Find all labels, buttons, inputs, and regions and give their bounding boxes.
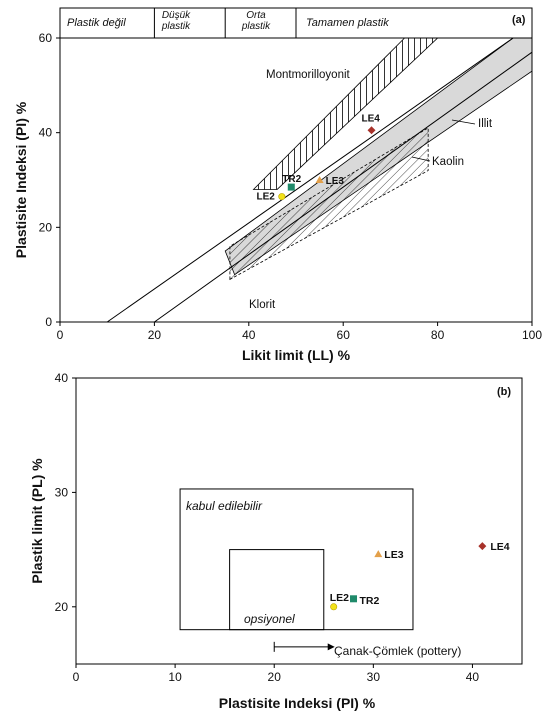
- b-xtick-label-4: 40: [466, 670, 480, 684]
- upper-boundary-line: [106, 37, 514, 323]
- panel-b-axes: 0 10 20 30 40 20 30 40: [55, 371, 480, 684]
- kaolinite-leader: [411, 156, 431, 162]
- box-optional: [229, 549, 325, 631]
- b-point-tr2: [350, 595, 358, 603]
- b-point-label-le4: LE4: [490, 541, 509, 553]
- panel-b-label: (b): [497, 386, 511, 398]
- panel-b-plot-frame: [75, 377, 523, 665]
- a-point-le3: [315, 176, 324, 183]
- b-point-label-le2: LE2: [330, 592, 349, 604]
- zone-tamamen-plastik: Tamamen plastik: [306, 17, 389, 29]
- label-kaolinite: Kaolin: [432, 156, 464, 168]
- a-ytick-label-0: 0: [45, 315, 52, 329]
- a-ytick-label-3: 60: [39, 31, 53, 45]
- pottery-label: Çanak-Çömlek (pottery): [334, 644, 461, 658]
- zone-dusuk: Düşük plastik: [161, 10, 191, 32]
- b-ytick-label-0: 20: [55, 600, 69, 614]
- illite-leader: [451, 119, 476, 125]
- panel-a-ylabel: Plastisite Indeksi (PI) %: [13, 101, 29, 258]
- panel-a-points: LE4 LE3 TR2 LE2: [256, 113, 380, 202]
- a-ytick-label-2: 40: [39, 126, 53, 140]
- panel-b-points: LE4 LE3 TR2 LE2: [330, 541, 510, 611]
- a-point-label-le4: LE4: [362, 113, 381, 124]
- b-ytick-label-2: 40: [55, 371, 69, 385]
- a-xtick-label-2: 40: [242, 328, 256, 342]
- label-illite: Illit: [478, 118, 493, 130]
- panel-b: 0 10 20 30 40 20 30 40 (b) kabul edilebilir ops…: [29, 371, 523, 711]
- panel-b-boxes: [179, 488, 414, 631]
- a-point-label-tr2: TR2: [282, 174, 301, 185]
- panel-a-xlabel: Likit limit (LL) %: [242, 347, 351, 363]
- kaolinite-zone: [229, 127, 429, 281]
- label-chlorite: Klorit: [249, 299, 276, 311]
- a-point-le2: [278, 193, 286, 201]
- a-xtick-label-4: 80: [431, 328, 445, 342]
- a-xtick-label-3: 60: [337, 328, 351, 342]
- a-xtick-label-5: 100: [522, 328, 542, 342]
- panel-a-plot-frame: [59, 37, 533, 323]
- label-montmorillonite: Montmorilloyonit: [266, 69, 351, 81]
- panel-b-xlabel: Plastisite Indeksi (PI) %: [219, 695, 376, 711]
- a-point-label-le3: LE3: [326, 176, 345, 187]
- b-xtick-label-2: 20: [268, 670, 282, 684]
- pottery-arrow: [273, 641, 335, 652]
- a-point-le4: [367, 126, 376, 135]
- lower-boundary-line: [154, 51, 533, 323]
- panel-a: Plastik değil Düşük plastik Orta plastik T…: [13, 7, 542, 363]
- b-point-le4: [478, 542, 487, 551]
- panel-a-label: (a): [512, 14, 526, 26]
- zone-plastik-degil: Plastik değil: [67, 17, 126, 29]
- a-point-tr2: [287, 183, 295, 191]
- a-xtick-label-0: 0: [57, 328, 64, 342]
- zone-dividers: [153, 8, 297, 38]
- b-point-le3: [374, 550, 383, 558]
- box-optional-label: opsiyonel: [244, 612, 295, 626]
- pottery-arrow-head: [327, 643, 335, 651]
- b-point-label-le3: LE3: [384, 549, 403, 561]
- a-xtick-label-1: 20: [148, 328, 162, 342]
- b-point-le2: [330, 603, 338, 611]
- b-xtick-label-1: 10: [168, 670, 182, 684]
- box-acceptable-label: kabul edilebilir: [186, 499, 263, 513]
- a-ytick-label-1: 20: [39, 220, 53, 234]
- panel-a-lines: [106, 37, 533, 323]
- panel-b-ylabel: Plastik limit (PL) %: [29, 458, 45, 584]
- b-ytick-label-1: 30: [55, 485, 69, 499]
- b-point-label-tr2: TR2: [360, 595, 380, 607]
- b-xtick-label-3: 30: [367, 670, 381, 684]
- b-xtick-label-0: 0: [73, 670, 80, 684]
- a-point-label-le2: LE2: [256, 192, 275, 203]
- panel-a-axes: 0 20 40 60 80 100 0 20 40 60: [39, 31, 542, 342]
- zone-orta: Orta plastik: [241, 10, 271, 32]
